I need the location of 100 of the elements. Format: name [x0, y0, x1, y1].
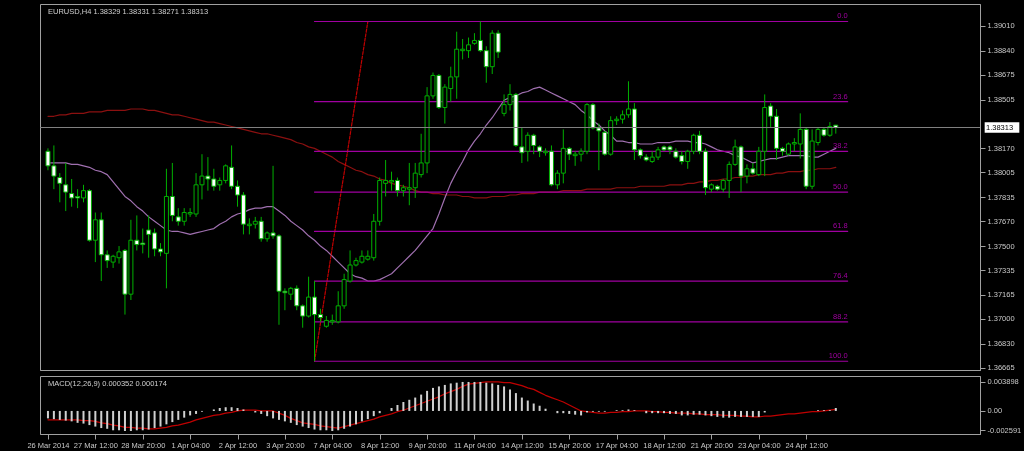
bar — [757, 410, 760, 417]
bar — [461, 381, 464, 411]
bar — [562, 410, 565, 414]
bar — [141, 410, 144, 431]
bar — [426, 390, 429, 411]
bar — [307, 410, 310, 429]
bar — [514, 393, 517, 411]
bar — [123, 410, 126, 432]
bar — [337, 410, 340, 431]
bar — [301, 410, 304, 427]
bar — [266, 410, 269, 417]
bar — [663, 410, 666, 414]
bar — [129, 410, 132, 432]
bar — [520, 397, 523, 411]
bar — [414, 397, 417, 411]
bar — [349, 410, 352, 427]
bar — [52, 410, 55, 420]
bar — [360, 410, 363, 422]
bar — [100, 410, 103, 429]
bar — [692, 410, 695, 415]
bar — [431, 387, 434, 411]
bar — [734, 410, 737, 417]
bar — [106, 410, 109, 429]
bar — [295, 410, 298, 426]
bar — [153, 410, 156, 429]
bar — [574, 410, 577, 415]
bar — [236, 407, 239, 411]
bar — [834, 407, 837, 411]
bar — [467, 381, 470, 411]
bar — [568, 410, 571, 414]
bar — [745, 410, 748, 417]
bar — [183, 410, 186, 418]
bar — [76, 410, 79, 423]
bar — [331, 410, 334, 432]
bar — [538, 405, 541, 411]
bar — [224, 407, 227, 411]
bar — [88, 410, 91, 426]
bar — [70, 410, 73, 422]
line-series — [313, 20, 369, 362]
bar — [651, 410, 654, 414]
bar — [722, 410, 725, 418]
bar — [396, 405, 399, 411]
bar — [135, 410, 138, 431]
bar — [277, 410, 280, 420]
bar — [503, 386, 506, 411]
bar — [354, 410, 357, 425]
bar — [408, 399, 411, 411]
bar — [230, 407, 233, 411]
bar — [728, 410, 731, 418]
bar — [479, 381, 482, 411]
bar — [485, 382, 488, 411]
bar — [64, 410, 67, 421]
bar — [112, 410, 115, 431]
bar — [313, 410, 316, 430]
bar — [698, 410, 701, 415]
bar — [272, 410, 275, 419]
bar — [740, 410, 743, 417]
bar — [657, 410, 660, 414]
bar — [449, 383, 452, 411]
bar — [58, 410, 61, 420]
bar — [372, 410, 375, 417]
bar — [497, 384, 500, 411]
bar — [532, 403, 535, 411]
candlestick — [63, 162, 69, 212]
line-series — [47, 381, 837, 430]
bar — [118, 410, 121, 431]
bar — [378, 410, 381, 414]
bar — [674, 410, 677, 414]
bar — [645, 410, 648, 414]
bar — [260, 410, 263, 414]
bar — [94, 410, 97, 427]
bar — [319, 410, 322, 431]
bar — [165, 410, 168, 425]
bar — [668, 410, 671, 414]
bar — [82, 410, 85, 424]
bar — [473, 381, 476, 411]
bar — [289, 410, 292, 423]
bar — [544, 408, 547, 411]
bar — [171, 410, 174, 423]
bar — [716, 410, 719, 417]
bar — [218, 407, 221, 411]
bar — [46, 410, 49, 419]
candlestick — [57, 172, 63, 203]
bar — [325, 410, 328, 431]
bar — [556, 410, 559, 414]
bar — [147, 410, 150, 430]
bar — [343, 410, 346, 429]
bar — [159, 410, 162, 427]
bar — [402, 402, 405, 411]
bar — [420, 394, 423, 411]
bar — [751, 410, 754, 417]
bar — [366, 410, 369, 420]
bar — [195, 410, 198, 414]
bar — [177, 410, 180, 420]
bar — [443, 384, 446, 411]
bar — [491, 383, 494, 411]
bar — [437, 386, 440, 411]
bar — [390, 407, 393, 411]
bar — [283, 410, 286, 422]
bar — [526, 400, 529, 411]
